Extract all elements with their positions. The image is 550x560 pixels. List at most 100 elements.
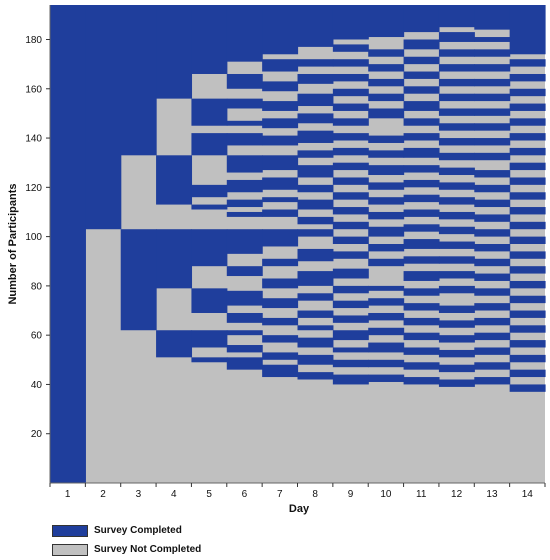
completed-band-day14-16 [509,147,546,156]
completed-band-day8-11 [297,184,334,193]
completed-band-day11-9 [403,239,440,249]
completed-band-day10-12 [368,182,405,190]
completed-band-day9-9 [332,236,369,244]
completed-band-day10-6 [368,285,405,291]
completed-band-day10-17 [368,93,405,102]
completed-band-day13-17 [474,123,511,131]
completed-band-day10-7 [368,258,405,267]
completed-band-day8-18 [297,59,334,67]
completed-band-day6-14 [226,73,263,89]
completed-band-day10-16 [368,108,405,119]
completed-band-day4-0 [156,330,193,358]
completed-band-day14-3 [509,340,546,348]
x-tick-label-7: 7 [277,489,283,500]
x-tick-label-8: 8 [312,489,318,500]
completed-band-day10-21 [368,5,405,38]
completed-band-day12-3 [438,335,475,343]
completed-band-day8-2 [297,337,334,348]
completed-band-day8-6 [297,271,334,286]
completed-band-day13-12 [474,199,511,208]
completed-band-day11-11 [403,209,440,217]
completed-band-day12-24 [438,5,475,28]
completed-band-day5-3 [191,229,228,267]
completed-band-day11-17 [403,118,440,126]
completed-band-day11-0 [403,377,440,385]
completed-band-day10-13 [368,165,405,176]
completed-band-day12-14 [438,167,475,176]
x-tick-label-3: 3 [136,489,142,500]
completed-band-day10-2 [368,342,405,353]
completed-band-day8-0 [297,372,334,380]
completed-band-day11-4 [403,317,440,326]
completed-band-day11-15 [403,147,440,158]
completed-band-day9-0 [332,374,369,385]
completed-band-day8-8 [297,229,334,237]
completed-band-day9-12 [332,192,369,200]
plot-area [50,5,546,483]
completed-band-day6-11 [226,133,263,146]
completed-band-day13-3 [474,332,511,341]
completed-band-day5-4 [191,204,228,210]
y-tick-label-60: 60 [31,331,43,342]
completed-band-day9-3 [332,330,369,341]
completed-band-day4-2 [156,155,193,205]
completed-band-day7-11 [262,155,299,171]
completed-band-day14-13 [509,192,546,200]
completed-band-day14-8 [509,266,546,274]
completed-band-day14-4 [509,325,546,333]
completed-band-day14-19 [509,103,546,111]
completed-band-day11-22 [403,39,440,50]
completed-band-day12-19 [438,93,475,102]
completed-band-day10-14 [368,150,405,158]
completed-band-day9-23 [332,5,369,40]
completed-band-day6-5 [226,266,263,277]
completed-band-day9-6 [332,285,369,294]
completed-band-day14-1 [509,369,546,378]
completed-band-day12-9 [438,241,475,249]
completed-band-day10-1 [368,359,405,368]
completed-band-day13-19 [474,93,511,102]
x-tick-label-14: 14 [522,489,534,500]
completed-band-day5-8 [191,5,228,74]
completed-band-day12-18 [438,108,475,116]
completed-band-day10-19 [368,64,405,72]
completed-band-day6-10 [226,155,263,173]
completed-band-day10-9 [368,226,405,237]
completed-band-day11-14 [403,165,440,173]
x-tick-label-6: 6 [242,489,248,500]
completed-band-day12-22 [438,49,475,57]
completed-band-day11-10 [403,224,440,232]
completed-band-day13-24 [474,5,511,30]
completed-band-day6-3 [226,312,263,323]
completed-band-day12-6 [438,285,475,294]
x-tick-label-13: 13 [486,489,498,500]
completed-band-day12-1 [438,364,475,373]
completed-band-day12-12 [438,197,475,205]
x-tick-label-10: 10 [380,489,392,500]
completed-band-day8-10 [297,199,334,210]
legend-label-not-completed: Survey Not Completed [94,544,202,555]
completed-band-day7-3 [262,317,299,326]
completed-band-day11-12 [403,194,440,203]
completed-band-day7-17 [262,5,299,55]
completed-band-day10-10 [368,211,405,220]
completed-band-day13-11 [474,214,511,222]
completed-band-day11-6 [403,288,440,296]
completed-band-day9-10 [332,221,369,230]
completed-band-day7-10 [262,177,299,190]
completed-band-day11-19 [403,86,440,94]
y-tick-label-80: 80 [31,281,43,292]
completed-band-day13-0 [474,377,511,385]
completed-band-day5-2 [191,288,228,313]
completed-band-day14-21 [509,73,546,82]
completed-band-day9-7 [332,268,369,279]
completed-band-day14-14 [509,177,546,185]
completed-band-day6-13 [226,98,263,109]
completed-band-day7-0 [262,364,299,378]
completed-band-day6-4 [226,290,263,306]
completed-band-day9-21 [332,59,369,67]
completed-band-day7-16 [262,59,299,72]
legend-item-completed: Survey Completed [52,522,201,539]
completed-band-day5-0 [191,357,228,363]
y-axis-title: Number of Participants [7,183,19,304]
